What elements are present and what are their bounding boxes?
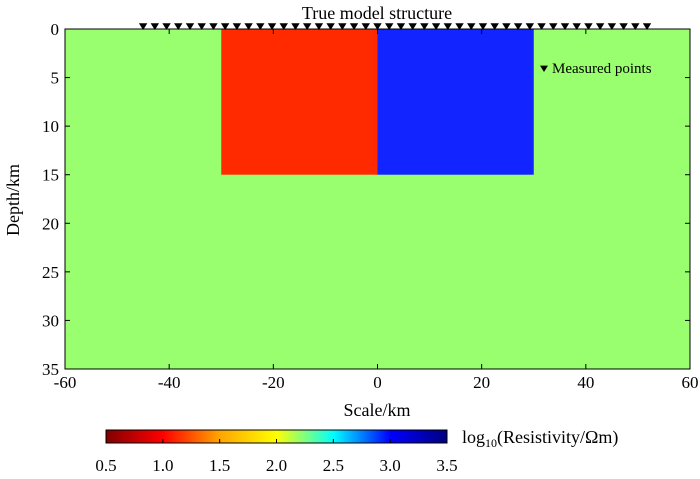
colorbar: 0.5 1.0 1.5 2.0 2.5 3.0 3.5 log10(Resistivity/… (95, 427, 618, 475)
measured-point-marker (642, 23, 652, 30)
y-tick-label: 30 (42, 311, 59, 330)
measured-point-marker (549, 23, 558, 30)
measured-point-marker (537, 23, 546, 30)
measured-point-marker (256, 23, 265, 30)
y-axis-ticks: 0 5 10 15 20 25 30 35 (42, 20, 690, 379)
measured-point-marker (138, 23, 148, 30)
x-tick-label: 60 (682, 373, 699, 392)
measured-point-marker (291, 23, 300, 30)
model-block-2 (377, 29, 534, 175)
colorbar-label-suffix: (Resistivity/Ωm) (497, 427, 618, 448)
model-block-1 (221, 29, 378, 175)
x-tick-label: -60 (54, 373, 77, 392)
x-tick-label: -40 (158, 373, 181, 392)
measured-point-marker (349, 23, 359, 30)
colorbar-tick-label: 2.0 (266, 456, 287, 475)
measured-point-marker (467, 23, 476, 30)
y-tick-label: 5 (51, 69, 60, 88)
measured-point-marker (244, 23, 253, 30)
x-tick-label: 0 (373, 373, 382, 392)
y-tick-label: 20 (42, 214, 59, 233)
measured-point-marker (607, 23, 617, 30)
measured-point-marker (326, 23, 335, 30)
measured-point-marker (619, 23, 628, 30)
x-axis-ticks: -60 -40 -20 0 20 40 60 (54, 29, 699, 392)
y-tick-label: 10 (42, 117, 59, 136)
legend: Measured points (540, 61, 652, 77)
y-tick-label: 35 (42, 360, 59, 379)
measured-point-marker (174, 23, 183, 30)
measured-point-marker (595, 23, 605, 30)
measured-point-marker (560, 23, 570, 30)
x-axis-label: Scale/km (344, 400, 411, 420)
colorbar-label-prefix: log (462, 427, 485, 447)
measured-point-marker (502, 23, 511, 30)
y-tick-label: 25 (42, 263, 59, 282)
legend-triangle-icon (540, 65, 548, 72)
measured-point-marker (279, 23, 288, 30)
x-tick-label: 40 (577, 373, 594, 392)
measured-point-marker (420, 23, 429, 30)
measured-point-marker (631, 23, 640, 30)
chart-title: True model structure (302, 3, 452, 23)
measured-point-marker (490, 23, 499, 30)
y-tick-label: 0 (51, 20, 60, 39)
measured-point-marker (267, 23, 277, 30)
measured-point-marker (455, 23, 464, 30)
measured-point-marker (162, 23, 171, 30)
measured-point-marker (302, 23, 312, 30)
measured-point-marker (209, 23, 218, 30)
measured-point-marker (338, 23, 347, 30)
colorbar-tick-label: 3.0 (380, 456, 401, 475)
measured-point-marker (314, 23, 324, 30)
measured-point-marker (513, 23, 523, 30)
colorbar-tick-label: 1.5 (209, 456, 230, 475)
colorbar-ticks: 0.5 1.0 1.5 2.0 2.5 3.0 3.5 (95, 439, 458, 475)
model-blocks (221, 29, 534, 175)
colorbar-tick-label: 2.5 (323, 456, 344, 475)
measured-point-marker (373, 23, 382, 30)
measured-points-markers (138, 23, 652, 30)
measured-point-marker (431, 23, 441, 30)
colorbar-label-subscript: 10 (485, 436, 497, 450)
measured-point-marker (443, 23, 453, 30)
measured-point-marker (385, 23, 394, 30)
measured-point-marker (197, 23, 206, 30)
measured-point-marker (220, 23, 230, 30)
y-tick-label: 15 (42, 166, 59, 185)
x-tick-label: 20 (473, 373, 490, 392)
y-axis-label: Depth/km (3, 164, 23, 236)
measured-point-marker (584, 23, 593, 30)
colorbar-tick-label: 1.0 (152, 456, 173, 475)
measured-point-marker (232, 23, 242, 30)
measured-point-marker (408, 23, 417, 30)
measured-point-marker (572, 23, 581, 30)
measured-point-marker (361, 23, 370, 30)
colorbar-tick-label: 3.5 (436, 456, 457, 475)
measured-point-marker (150, 23, 160, 30)
x-tick-label: -20 (262, 373, 285, 392)
measured-point-marker (525, 23, 535, 30)
measured-point-marker (478, 23, 488, 30)
legend-label: Measured points (552, 61, 652, 77)
plot-area: -60 -40 -20 0 20 40 60 0 5 10 15 20 25 30 35 (42, 20, 699, 392)
measured-point-marker (185, 23, 195, 30)
colorbar-label: log10(Resistivity/Ωm) (462, 427, 618, 450)
measured-point-marker (396, 23, 406, 30)
colorbar-tick-label: 0.5 (95, 456, 116, 475)
